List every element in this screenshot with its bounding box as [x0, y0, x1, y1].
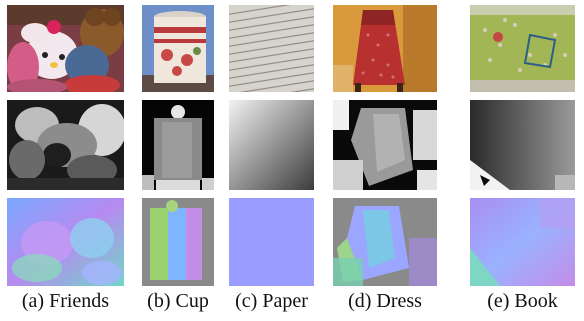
- column-friends: (a) Friends: [7, 0, 124, 321]
- rgb-image-dress: [333, 5, 437, 92]
- rgb-image-friends: [7, 5, 124, 92]
- caption-cup: (b) Cup: [147, 290, 209, 312]
- normal-map-friends: [7, 198, 124, 286]
- depth-map-paper: [229, 100, 314, 190]
- caption-friends: (a) Friends: [21, 290, 110, 312]
- normal-map-dress: [333, 198, 437, 286]
- column-book: (e) Book: [470, 0, 575, 321]
- rgb-image-paper: [229, 5, 314, 92]
- caption-book: (e) Book: [487, 290, 558, 312]
- depth-map-dress: [333, 100, 437, 190]
- depth-map-cup: [142, 100, 214, 190]
- column-cup: (b) Cup: [142, 0, 214, 321]
- column-dress: (d) Dress: [333, 0, 437, 321]
- normal-map-cup: [142, 198, 214, 286]
- depth-map-friends: [7, 100, 124, 190]
- normal-map-book: [470, 198, 575, 286]
- rgb-image-book: [470, 5, 575, 92]
- caption-paper: (c) Paper: [235, 290, 308, 312]
- caption-dress: (d) Dress: [348, 290, 422, 312]
- depth-map-book: [470, 100, 575, 190]
- column-paper: (c) Paper: [229, 0, 314, 321]
- normal-map-paper: [229, 198, 314, 286]
- rgb-image-cup: [142, 5, 214, 92]
